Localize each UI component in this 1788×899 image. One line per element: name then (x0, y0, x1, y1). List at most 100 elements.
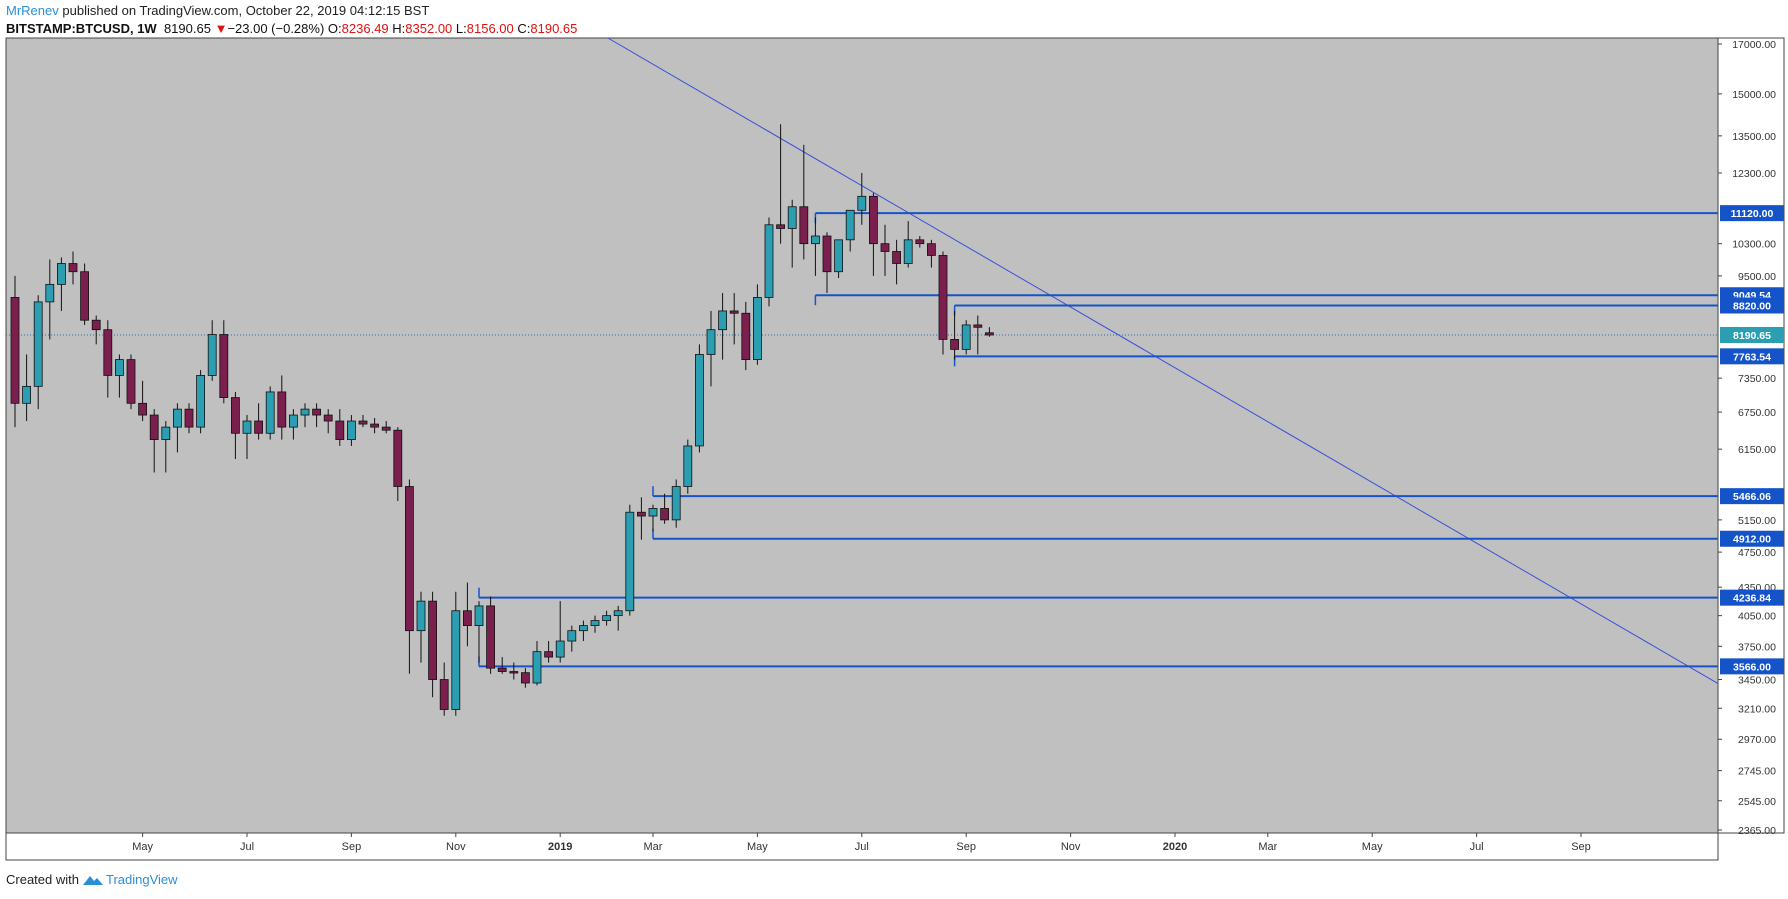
candle-body (45, 283, 55, 303)
candle-body (613, 610, 623, 617)
level-badge-label: 11120.00 (1731, 208, 1774, 220)
candle-body (172, 408, 182, 428)
tradingview-brand-link[interactable]: TradingView (105, 872, 178, 887)
candle (590, 615, 600, 633)
candle-body (184, 408, 194, 428)
candle (115, 354, 124, 398)
low-value: 8156.00 (466, 21, 514, 36)
candle-body (161, 426, 171, 440)
x-tick-label: Sep (1571, 841, 1591, 853)
candle (915, 236, 925, 248)
candle (196, 370, 206, 434)
candle (857, 172, 867, 225)
candle (277, 375, 287, 440)
candle (428, 591, 438, 698)
candle-body (590, 620, 600, 626)
candle-body (729, 310, 739, 314)
candle-body (579, 625, 588, 632)
candle-body (811, 235, 820, 245)
candle-body (509, 671, 519, 674)
candle-body (903, 239, 913, 264)
candle (80, 263, 89, 325)
candle (741, 301, 751, 371)
candle (474, 601, 484, 663)
candle-body (961, 324, 971, 350)
plot-area[interactable] (5, 37, 1719, 834)
level-badge (1720, 348, 1784, 365)
candle-body (68, 263, 78, 273)
candle (91, 315, 101, 345)
time-axis[interactable] (5, 832, 1719, 861)
y-tick-label: 17000.00 (1732, 39, 1776, 51)
candle-body (706, 329, 716, 355)
y-tick-label: 15000.00 (1732, 89, 1776, 101)
candle-body (265, 391, 275, 434)
candle-body (555, 640, 565, 658)
candle-body (393, 429, 403, 487)
candle (416, 591, 426, 663)
low-label: L: (455, 21, 467, 36)
y-tick-label: 6150.00 (1738, 444, 1776, 456)
candle (799, 144, 809, 260)
candle (68, 251, 78, 285)
candle (172, 403, 182, 453)
candle-body (938, 255, 948, 340)
candle-body (915, 239, 925, 245)
candle (254, 403, 264, 440)
created-with-text: Created with (6, 872, 79, 887)
candle-body (532, 651, 542, 684)
candle (544, 641, 553, 663)
candle (393, 427, 403, 501)
candle-body (637, 511, 646, 517)
candle-body (451, 610, 461, 710)
candle (103, 320, 113, 398)
candle (370, 418, 380, 434)
candle (753, 284, 762, 365)
candle-body (799, 206, 809, 245)
y-tick-label: 2545.00 (1738, 796, 1776, 808)
candle-body (834, 239, 843, 273)
candle (880, 224, 890, 276)
y-tick-label: 6750.00 (1738, 407, 1776, 419)
candle-body (880, 243, 890, 252)
y-tick-label: 5150.00 (1738, 515, 1776, 527)
candle-body (288, 414, 298, 428)
price-axis[interactable] (1717, 37, 1785, 834)
candle (625, 504, 635, 616)
candle (567, 625, 577, 652)
candle-body (695, 354, 704, 447)
candle-body (196, 375, 206, 428)
current-price-badge (1720, 326, 1784, 343)
candle (33, 295, 43, 410)
candle (695, 344, 704, 453)
candle (660, 493, 669, 524)
candle-body (741, 312, 751, 361)
published-text: published on TradingView.com, October 22… (62, 3, 430, 18)
x-tick-label: May (747, 841, 768, 853)
candle (149, 409, 159, 473)
candle-body (683, 445, 693, 487)
symbol-info-line: BITSTAMP:BTCUSD, 1W 8190.65 ▼−23.00 (−0.… (6, 21, 577, 37)
candle-body (323, 414, 333, 422)
author-name[interactable]: MrRenev (6, 3, 59, 18)
candle-body (973, 324, 983, 328)
candle (776, 124, 785, 244)
candle (323, 409, 333, 434)
price-change: −23.00 (−0.28%) (227, 21, 325, 36)
candle (985, 327, 994, 337)
candle-body (567, 630, 577, 642)
candle-body (950, 339, 959, 350)
x-tick-label: May (1362, 841, 1383, 853)
level-badge (1720, 205, 1784, 222)
candle-body (242, 420, 252, 434)
tradingview-logo-icon (82, 876, 103, 885)
candle (903, 221, 913, 268)
candle (892, 239, 901, 285)
candle-body (787, 206, 797, 229)
candle-body (927, 243, 936, 256)
candle (184, 403, 194, 434)
candle-body (602, 615, 611, 621)
candle (602, 610, 611, 626)
candle (683, 439, 693, 494)
